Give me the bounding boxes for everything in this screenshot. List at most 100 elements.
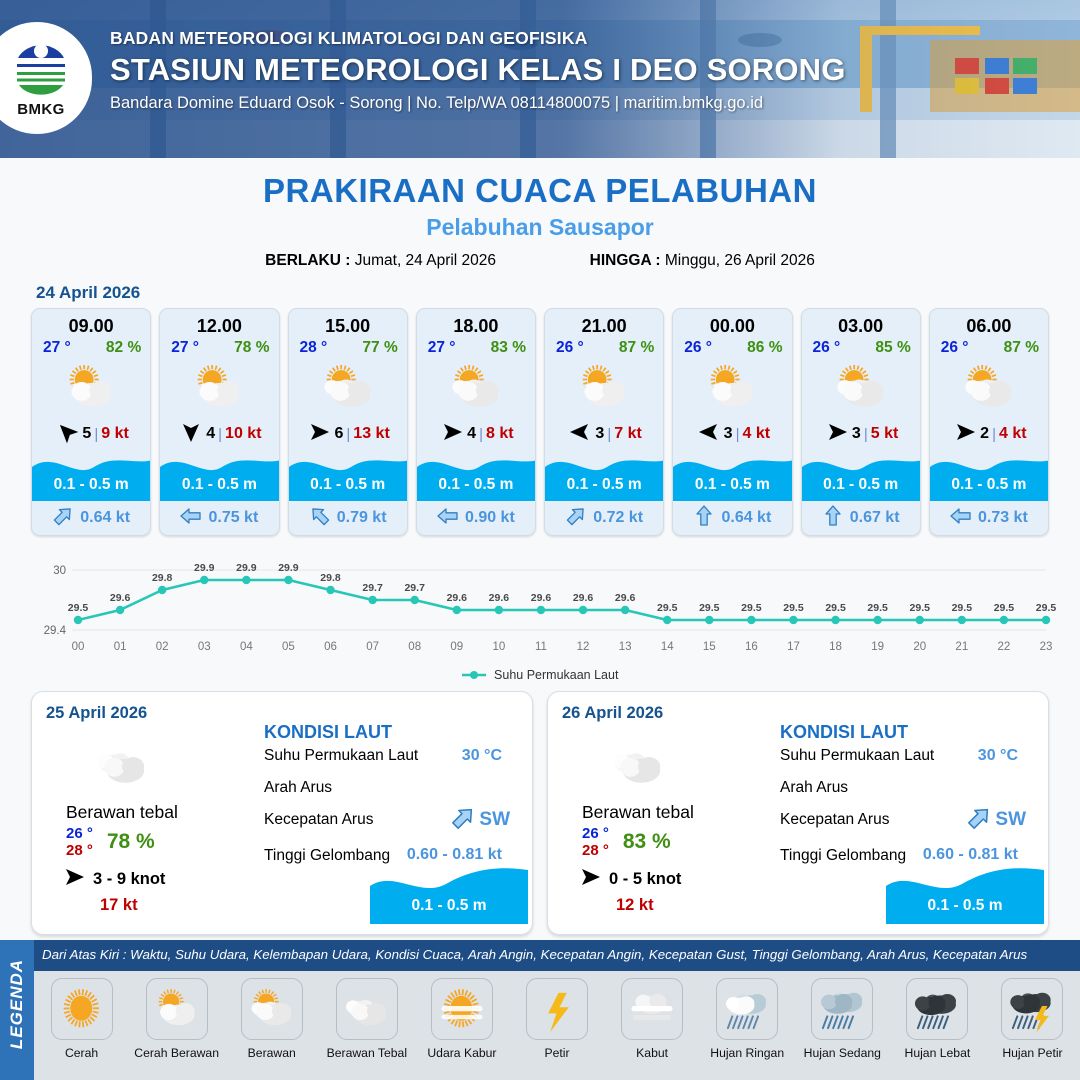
card-wave-height: 0.1 - 0.5 m [566,476,642,493]
hourly-card: 15.00 28 ° 77 % 6 | 13 kt 0.1 - 0.5 m 0.… [287,308,408,536]
svg-text:29.5: 29.5 [699,602,720,614]
svg-text:15: 15 [703,641,716,653]
cerah-berawan-icon [545,357,663,419]
berlaku-value: Jumat, 24 April 2026 [354,252,497,269]
card-wind: 3 | 4 kt [673,419,791,449]
svg-text:29.9: 29.9 [194,562,215,574]
legend-item: Hujan Sedang [795,978,890,1060]
berawan-icon [289,357,407,419]
current-speed-value: 0.60 - 0.81 kt [922,845,1018,863]
svg-text:07: 07 [366,641,379,653]
svg-text:09: 09 [450,641,463,653]
card-wind-direction: 4 [206,425,216,442]
hujan-lebat-icon [906,978,969,1040]
svg-text:08: 08 [408,641,421,653]
hourly-card: 12.00 27 ° 78 % 4 | 10 kt 0.1 - 0.5 m 0.… [159,308,280,536]
card-wind-direction: 5 [82,425,92,442]
svg-text:29.8: 29.8 [152,572,173,584]
card-humidity: 87 % [1003,339,1039,356]
daily-forecast-panel: 26 April 2026 Berawan tebal 26 ° 28 ° 83… [547,690,1049,935]
card-time: 15.00 [325,316,371,336]
panel-gust: 17 kt [100,896,138,915]
svg-text:29.5: 29.5 [1036,602,1057,614]
card-wind: 4 | 8 kt [417,419,535,449]
current-direction-value: SW [995,809,1026,831]
current-speed-value: 0.60 - 0.81 kt [406,845,502,863]
svg-text:29.4: 29.4 [44,625,67,637]
daily-forecast-row: 25 April 2026 Berawan tebal 26 ° 28 ° 78… [0,683,1080,935]
panel-humidity: 83 % [622,829,671,853]
panel-temp-min: 26 ° [66,824,93,842]
udara-kabur-icon [430,978,493,1040]
station-name: STASIUN METEOROLOGI KELAS I DEO SORONG [110,52,846,87]
hingga-label: HINGGA : [589,252,661,269]
svg-text:29.6: 29.6 [531,592,552,604]
card-current-speed: 0.67 kt [849,509,900,526]
card-wind: 2 | 4 kt [930,419,1048,449]
svg-text:29.5: 29.5 [783,602,804,614]
legend-item: Petir [509,978,604,1060]
wave-height-label: Tinggi Gelombang [780,846,907,864]
legend-item: Kabut [605,978,700,1060]
card-wave-height: 0.1 - 0.5 m [181,476,257,493]
svg-text:23: 23 [1040,641,1053,653]
card-temperature: 26 ° [940,339,969,356]
legend-item: Hujan Ringan [700,978,795,1060]
legend-item-label: Hujan Sedang [803,1046,881,1060]
svg-text:29.5: 29.5 [825,602,846,614]
card-wind-direction: 6 [334,425,344,442]
legenda-tab: LEGENDA [0,940,34,1080]
svg-text:22: 22 [998,641,1011,653]
berawan-icon [240,978,303,1040]
panel-condition: Berawan tebal [582,801,694,822]
card-wind: 3 | 7 kt [545,419,663,449]
sea-condition-title: KONDISI LAUT [780,721,908,742]
legend-item: Cerah [34,978,129,1060]
svg-text:14: 14 [661,641,674,653]
card-temperature: 27 ° [427,339,456,356]
hingga-value: Minggu, 26 April 2026 [664,252,815,269]
card-wind: 4 | 10 kt [160,419,278,449]
sst-label: Suhu Permukaan Laut [264,746,419,764]
card-current: 0.67 kt [802,501,920,535]
svg-text:11: 11 [535,641,547,653]
separator: | [735,425,740,443]
panel-wave-graphic: 0.1 - 0.5 m [886,864,1044,924]
card-humidity: 85 % [875,339,911,356]
card-wind-direction: 3 [723,425,733,442]
legend-item-label: Hujan Petir [1002,1046,1063,1060]
legenda-tab-label: LEGENDA [7,958,26,1050]
panel-wind-range: 0 - 5 knot [609,870,682,889]
card-temperature: 27 ° [171,339,199,356]
separator: | [992,425,996,443]
card-wind-speed: 9 kt [101,425,129,442]
card-temperature: 27 ° [43,339,71,356]
card-current-speed: 0.79 kt [336,509,387,526]
cerah-berawan-icon [160,357,278,419]
svg-text:17: 17 [787,641,800,653]
card-current: 0.90 kt [417,501,535,535]
page-header: BMKG BADAN METEOROLOGI KLIMATOLOGI DAN G… [0,0,1080,158]
card-humidity: 82 % [105,339,142,356]
wind-direction-arrow-icon [179,421,203,448]
card-time: 00.00 [709,316,755,336]
panel-wave-height: 0.1 - 0.5 m [411,896,487,914]
card-temperature: 26 ° [684,339,712,356]
card-wave: 0.1 - 0.5 m [929,449,1048,501]
berlaku-label: BERLAKU : [265,252,351,269]
legend-item-label: Berawan Tebal [326,1046,408,1060]
hujan-sedang-icon [811,978,874,1040]
cerah-berawan-icon [145,978,208,1040]
bmkg-logo: BMKG [0,22,92,134]
svg-text:30: 30 [53,565,66,577]
header-overlay [0,0,1080,158]
panel-date: 26 April 2026 [562,703,664,722]
daily-forecast-panel: 25 April 2026 Berawan tebal 26 ° 28 ° 78… [31,690,533,935]
hujan-ringan-icon [716,978,779,1040]
panel-temp-max: 28 ° [66,841,93,859]
sst-value: 30 °C [461,746,502,764]
card-wind-speed: 5 kt [870,425,899,442]
chart-legend: Suhu Permukaan Laut [0,668,1080,683]
card-wind-speed: 4 kt [998,425,1027,442]
cerah-berawan-icon [673,357,791,419]
